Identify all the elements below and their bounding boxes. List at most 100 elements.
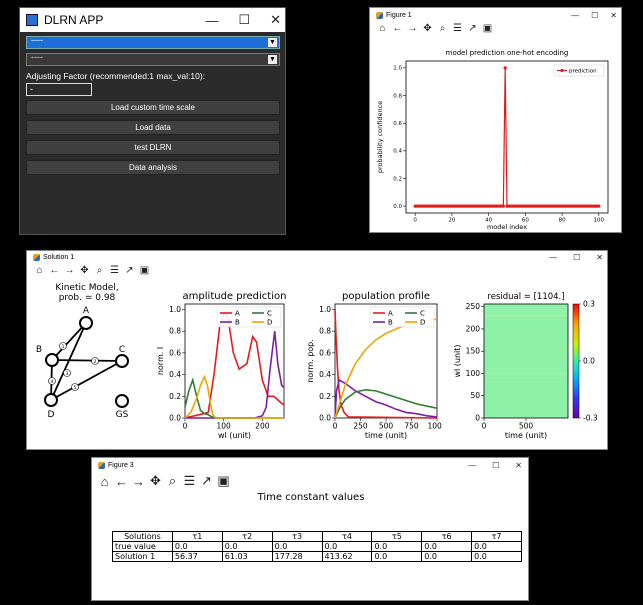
close-icon[interactable]: ✕ xyxy=(596,253,603,262)
series-line-a xyxy=(334,309,438,419)
table-cell: 0.0 xyxy=(471,541,522,552)
pan-icon[interactable]: ✥ xyxy=(80,264,89,276)
figure3-titlebar[interactable]: Figure 3 — ☐ ✕ xyxy=(92,458,528,472)
x-tick-label: 60 xyxy=(522,218,529,224)
minimize-icon[interactable]: — xyxy=(205,12,219,28)
edge-a-b xyxy=(51,322,87,361)
y-tick-label: 0.8 xyxy=(393,93,402,99)
edge-a-d xyxy=(50,322,87,401)
x-tick-label: 500 xyxy=(379,422,394,431)
minimize-icon[interactable]: — xyxy=(468,460,477,470)
x-tick-label: 80 xyxy=(559,218,566,224)
x-tick-label: 0 xyxy=(482,422,487,431)
back-arrow-icon[interactable]: ← xyxy=(115,473,128,489)
edge-label-5: 5 xyxy=(74,385,77,391)
chart-title: population profile xyxy=(342,291,430,302)
x-axis-label: time (unit) xyxy=(365,431,407,440)
x-tick-label: 250 xyxy=(353,422,368,431)
legend-label: D xyxy=(267,319,272,327)
edit-axes-icon[interactable]: ↗ xyxy=(201,473,212,488)
legend-label: C xyxy=(267,310,272,318)
back-arrow-icon[interactable]: ← xyxy=(49,264,60,276)
factor-label: Adjusting Factor (recommended:1 max_val:… xyxy=(26,71,206,81)
matplotlib-icon xyxy=(33,254,40,261)
dlrn-app-window: DLRN APP — ☐ ✕ ---- ▼ ---- ▼ Adjusting F… xyxy=(19,7,286,235)
series-line-c xyxy=(184,377,284,419)
save-icon[interactable]: ▣ xyxy=(217,473,230,488)
minimize-icon[interactable]: — xyxy=(571,10,580,20)
legend-box xyxy=(553,64,605,77)
x-tick-label: 200 xyxy=(255,422,270,431)
figure3-toolbar: ⌂ ← → ✥ ⌕ ☰ ↗ ▣ xyxy=(92,472,528,490)
x-tick-label: 100 xyxy=(217,422,232,431)
table-cell: 61.03 xyxy=(221,551,273,562)
close-icon[interactable]: ✕ xyxy=(610,10,617,20)
y-axis-label: wl (unit) xyxy=(453,344,462,377)
forward-arrow-icon[interactable]: → xyxy=(64,264,75,276)
zoom-icon[interactable]: ⌕ xyxy=(168,473,177,488)
plot-frame xyxy=(405,60,609,214)
load-data-button[interactable]: Load data xyxy=(26,120,280,135)
app-icon xyxy=(26,14,38,26)
table-cell: Solution 1 xyxy=(112,551,173,562)
maximize-icon[interactable]: ☐ xyxy=(492,460,500,470)
edit-axes-icon[interactable]: ↗ xyxy=(125,264,134,276)
heatmap-band xyxy=(484,310,568,313)
node-d xyxy=(44,393,58,407)
maximize-icon[interactable]: ☐ xyxy=(573,253,581,262)
minimize-icon[interactable]: — xyxy=(549,253,558,262)
maximize-icon[interactable]: ☐ xyxy=(591,10,599,20)
test-dlrn-button[interactable]: test DLRN xyxy=(26,140,280,155)
x-axis-label: time (unit) xyxy=(505,431,547,440)
home-icon[interactable]: ⌂ xyxy=(36,264,43,276)
colorbar-tick-label: 0.3 xyxy=(583,300,595,309)
y-tick-label: 0.6 xyxy=(169,348,181,357)
heatmap-band xyxy=(484,381,568,384)
edge-b-c xyxy=(51,359,123,362)
figure1-titlebar[interactable]: Figure 1 — ☐ ✕ xyxy=(370,8,621,22)
y-tick-label: 100 xyxy=(466,369,481,378)
x-tick-label: 750 xyxy=(404,422,419,431)
dlrn-titlebar[interactable]: DLRN APP — ☐ ✕ xyxy=(20,8,285,32)
pan-icon[interactable]: ✥ xyxy=(423,22,432,34)
save-icon[interactable]: ▣ xyxy=(139,264,150,276)
edit-axes-icon[interactable]: ↗ xyxy=(468,22,477,34)
figure3-title: Figure 3 xyxy=(108,461,134,469)
model-dropdown[interactable]: ---- ▼ xyxy=(26,35,280,49)
subplots-config-icon[interactable]: ☰ xyxy=(453,22,462,34)
table-cell: 0.0 xyxy=(171,541,223,552)
close-icon[interactable]: ✕ xyxy=(270,12,281,27)
data-analysis-button[interactable]: Data analysis xyxy=(26,160,280,175)
legend-label: prediction xyxy=(569,69,597,75)
subplots-config-icon[interactable]: ☰ xyxy=(183,473,196,488)
option-dropdown[interactable]: ---- ▼ xyxy=(26,52,280,66)
solution1-titlebar[interactable]: Solution 1 — ☐ ✕ xyxy=(27,251,607,264)
subplots-config-icon[interactable]: ☰ xyxy=(110,264,119,276)
heatmap-band xyxy=(484,376,568,379)
zoom-icon[interactable]: ⌕ xyxy=(439,22,446,34)
close-icon[interactable]: ✕ xyxy=(515,460,522,470)
maximize-icon[interactable]: ☐ xyxy=(238,12,251,27)
series-line-d xyxy=(184,374,284,419)
legend-label: A xyxy=(388,310,393,318)
forward-arrow-icon[interactable]: → xyxy=(407,22,418,34)
edge-label-3: 3 xyxy=(66,371,69,377)
forward-arrow-icon[interactable]: → xyxy=(132,473,145,489)
series-line-b xyxy=(334,378,438,419)
load-custom-time-scale-button[interactable]: Load custom time scale xyxy=(26,100,280,115)
zoom-icon[interactable]: ⌕ xyxy=(96,264,103,276)
x-tick-label: 100 xyxy=(594,218,605,224)
pan-icon[interactable]: ✥ xyxy=(150,473,161,488)
prediction-point xyxy=(501,204,505,208)
save-icon[interactable]: ▣ xyxy=(482,22,493,34)
back-arrow-icon[interactable]: ← xyxy=(392,22,403,34)
heatmap-band xyxy=(484,372,568,375)
home-icon[interactable]: ⌂ xyxy=(100,473,109,489)
residual-heatmap: residual = [1104.] 0 500 0 50 100 150 200 250 tim… xyxy=(453,292,598,440)
table-header-cell: τ7 xyxy=(471,531,522,542)
factor-input[interactable]: - xyxy=(26,83,92,96)
time-constant-table: Solutions τ1 τ2 τ3 τ4 τ5 τ6 τ7 true value 0.0 0.0 0… xyxy=(112,531,522,562)
home-icon[interactable]: ⌂ xyxy=(379,22,386,34)
